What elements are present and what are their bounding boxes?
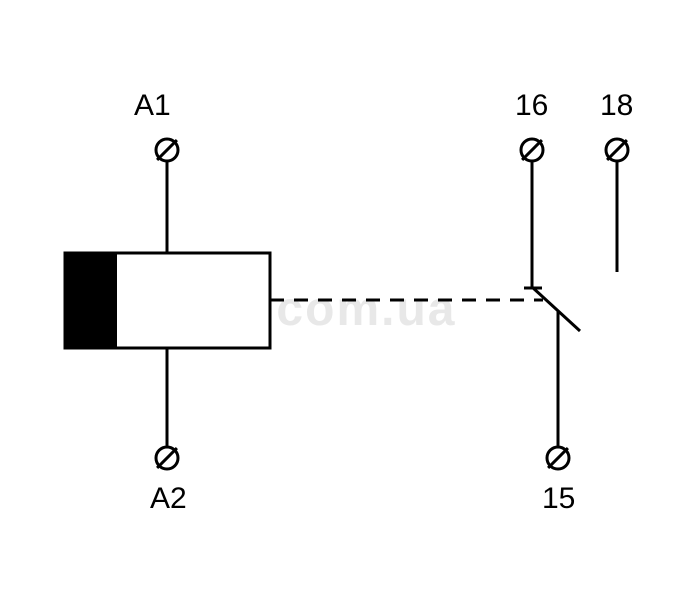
label-a1: A1 [134, 89, 171, 122]
label-a2: A2 [150, 482, 187, 515]
label-16: 16 [515, 89, 548, 122]
relay-schematic: 001.com.ua A1 A2 16 18 15 [0, 0, 700, 615]
coil-fill-band [65, 253, 117, 348]
switch-arm [532, 287, 580, 331]
label-18: 18 [600, 89, 633, 122]
label-15: 15 [542, 482, 575, 515]
